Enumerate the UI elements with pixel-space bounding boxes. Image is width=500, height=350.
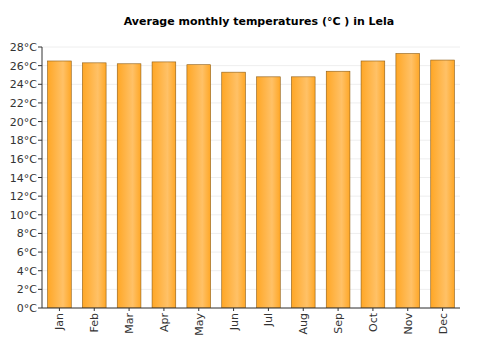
category-label: Nov: [402, 313, 415, 335]
category-label: Jul: [262, 313, 275, 327]
tick-mark: [38, 158, 42, 159]
bar: [82, 63, 106, 308]
category-label: Dec: [437, 313, 450, 334]
tick-mark: [38, 270, 42, 271]
tick-mark: [38, 214, 42, 215]
tick-label: 6°C: [17, 246, 37, 259]
bar: [396, 54, 420, 308]
bar: [431, 60, 455, 308]
category-label: Sep: [332, 313, 345, 334]
tick-label: 4°C: [17, 265, 37, 278]
title: Average monthly temperatures (°C ) in Le…: [124, 15, 395, 28]
category-label: Feb: [88, 313, 101, 332]
bar: [257, 77, 281, 308]
bar: [222, 72, 246, 308]
tick-label: 10°C: [10, 209, 37, 222]
tick-label: 12°C: [10, 190, 37, 203]
category-label: Oct: [367, 312, 380, 332]
tick-label: 22°C: [10, 97, 37, 110]
tick-mark: [38, 252, 42, 253]
tick-mark: [38, 289, 42, 290]
tick-mark: [38, 140, 42, 141]
grid-line: [42, 308, 460, 309]
tick-label: 0°C: [17, 302, 37, 315]
category-label: May: [193, 313, 206, 336]
bar: [48, 61, 72, 308]
tick-mark: [38, 308, 42, 309]
bar: [152, 62, 176, 308]
tick-mark: [38, 65, 42, 66]
bar: [361, 61, 385, 308]
tick-mark: [38, 102, 42, 103]
tick-label: 8°C: [17, 227, 37, 240]
category-label: Apr: [158, 313, 171, 333]
tick-label: 2°C: [17, 283, 37, 296]
tick-mark: [38, 196, 42, 197]
bar: [291, 77, 315, 308]
tick-label: 20°C: [10, 116, 37, 129]
tick-mark: [38, 84, 42, 85]
category-label: Jun: [228, 313, 241, 331]
grid-line: [42, 47, 460, 48]
tick-label: 14°C: [10, 172, 37, 185]
tick-label: 24°C: [10, 78, 37, 91]
tick-label: 26°C: [10, 60, 37, 73]
tick-label: 18°C: [10, 134, 37, 147]
tick-label: 16°C: [10, 153, 37, 166]
y-axis: [42, 47, 43, 308]
category-label: Mar: [123, 313, 136, 334]
tick-mark: [38, 121, 42, 122]
tick-label: 28°C: [10, 41, 37, 54]
bar: [187, 65, 211, 308]
tick-mark: [38, 233, 42, 234]
category-label: Jan: [53, 313, 66, 331]
tick-mark: [38, 177, 42, 178]
bar: [117, 64, 141, 308]
x-axis: [42, 308, 460, 309]
tick-mark: [38, 47, 42, 48]
category-label: Aug: [297, 313, 310, 334]
chart: Average monthly temperatures (°C ) in Le…: [0, 0, 500, 350]
bars: [48, 54, 455, 308]
bar: [326, 71, 350, 308]
